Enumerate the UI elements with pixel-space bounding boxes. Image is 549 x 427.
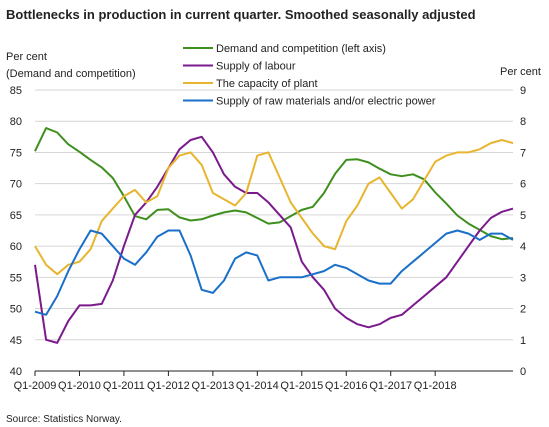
right-tick-label: 1: [520, 335, 526, 347]
right-axis-label: Per cent: [500, 66, 541, 78]
right-axis-ticks: 0 1 2 3 4 5 6 7 8 9: [520, 85, 526, 378]
left-tick-label: 75: [10, 147, 22, 159]
legend-label-2: Supply of labour: [216, 61, 296, 73]
right-tick-label: 9: [520, 85, 526, 97]
x-axis-ticks: Q1-2009 Q1-2010 Q1-2011 Q1-2012 Q1-2013 Q1-20…: [14, 371, 457, 392]
series-line-3: [34, 139, 514, 276]
left-tick-label: 85: [10, 85, 22, 97]
left-axis-label-line1: Per cent: [6, 51, 47, 63]
x-tick-label: Q1-2009: [14, 380, 57, 392]
right-tick-label: 2: [520, 304, 526, 316]
x-tick-label: Q1-2011: [103, 380, 145, 392]
x-tick-label: Q1-2018: [414, 380, 457, 392]
left-tick-label: 60: [10, 241, 22, 253]
left-axis-label-line2: (Demand and competition): [6, 68, 136, 80]
right-tick-label: 4: [520, 241, 526, 253]
x-tick-label: Q1-2016: [325, 380, 368, 392]
legend-label-1: Demand and competition (left axis): [216, 43, 386, 55]
source-note: Source: Statistics Norway.: [6, 414, 122, 425]
right-tick-label: 8: [520, 116, 526, 128]
right-tick-label: 3: [520, 272, 526, 284]
series-lines: [34, 127, 514, 344]
left-tick-label: 45: [10, 335, 22, 347]
left-tick-label: 40: [10, 366, 22, 378]
x-tick-label: Q1-2013: [191, 380, 234, 392]
left-tick-label: 70: [10, 179, 22, 191]
right-tick-label: 0: [520, 366, 526, 378]
series-line-4: [34, 229, 514, 316]
right-tick-label: 5: [520, 210, 526, 222]
left-tick-label: 80: [10, 116, 22, 128]
x-tick-label: Q1-2012: [147, 380, 190, 392]
x-tick-label: Q1-2017: [369, 380, 412, 392]
right-tick-label: 7: [520, 147, 526, 159]
right-tick-label: 6: [520, 179, 526, 191]
legend: Demand and competition (left axis) Supply…: [183, 43, 436, 108]
legend-label-3: The capacity of plant: [216, 78, 318, 90]
left-axis-ticks: 40 45 50 55 60 65 70 75 80 85: [10, 85, 22, 378]
left-tick-label: 55: [10, 272, 22, 284]
grid: [35, 89, 513, 372]
chart-title: Bottlenecks in production in current qua…: [6, 7, 476, 22]
series-line-1: [34, 127, 514, 241]
series-line-2: [34, 135, 514, 344]
x-tick-label: Q1-2014: [236, 380, 279, 392]
x-tick-label: Q1-2015: [280, 380, 323, 392]
legend-label-4: Supply of raw materials and/or electric …: [216, 96, 436, 108]
left-tick-label: 50: [10, 304, 22, 316]
x-tick-label: Q1-2010: [58, 380, 101, 392]
left-tick-label: 65: [10, 210, 22, 222]
